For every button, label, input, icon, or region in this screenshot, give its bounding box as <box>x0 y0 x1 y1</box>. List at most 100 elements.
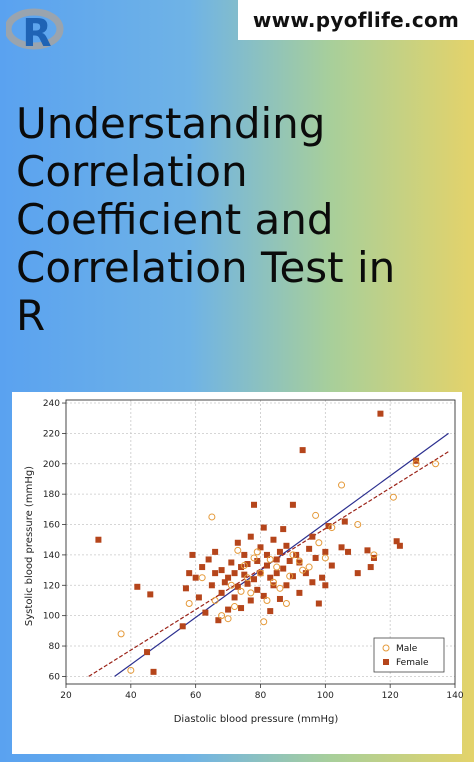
male-point <box>389 493 397 501</box>
female-point <box>228 559 235 566</box>
female-point <box>267 574 274 581</box>
male-point <box>240 562 248 570</box>
female-point <box>241 551 248 558</box>
female-point <box>208 582 215 589</box>
x-axis-label: Diastolic blood pressure (mmHg) <box>174 714 339 725</box>
male-point <box>305 563 313 571</box>
tick-labels: 20 40 60 80 100 120 140 60 80 100 120 140 160 180 200 2… <box>43 399 464 701</box>
female-point <box>192 574 199 581</box>
y-axis-label: Systolic blood pressure (mmHg) <box>24 466 35 626</box>
female-point <box>134 583 141 590</box>
female-point <box>296 589 303 596</box>
female-point <box>241 571 248 578</box>
female-point <box>95 536 102 543</box>
male-point <box>432 460 440 468</box>
female-point <box>247 533 254 540</box>
data-points <box>95 410 440 675</box>
title-line-2: Correlation <box>16 147 248 196</box>
female-point <box>270 536 277 543</box>
chart-grid <box>66 400 455 684</box>
title-line-3: Coefficient and <box>16 195 334 244</box>
r-logo-letter: R <box>22 11 51 52</box>
female-point <box>225 606 232 613</box>
female-point <box>247 597 254 604</box>
male-point <box>289 551 297 559</box>
y-tick-label: 180 <box>43 490 60 500</box>
site-url-banner[interactable]: www.pyoflife.com <box>238 0 474 40</box>
female-point <box>306 545 313 552</box>
x-tick-label: 80 <box>255 691 267 701</box>
male-point <box>198 574 206 582</box>
female-point <box>280 565 287 572</box>
male-point <box>257 569 264 577</box>
male-point <box>185 600 193 608</box>
female-point <box>221 579 228 586</box>
female-point <box>299 447 306 454</box>
y-tick-label: 240 <box>43 399 60 409</box>
female-point <box>205 556 212 563</box>
female-point <box>257 544 264 551</box>
female-point <box>367 564 374 571</box>
female-point <box>212 548 219 555</box>
male-point <box>266 555 274 563</box>
legend-male-marker-icon <box>382 644 390 652</box>
female-point <box>186 570 193 577</box>
female-point <box>263 562 270 569</box>
female-point <box>276 548 283 555</box>
female-point <box>251 576 258 583</box>
female-point <box>260 592 267 599</box>
female-point <box>218 589 225 596</box>
male-point <box>295 557 303 565</box>
title-line-5: R <box>16 291 46 340</box>
female-point <box>199 564 206 571</box>
y-tick-label: 220 <box>43 429 60 439</box>
female-point <box>283 542 290 549</box>
male-point <box>211 596 219 604</box>
male-point <box>273 563 281 571</box>
female-point <box>319 574 326 581</box>
female-point <box>315 600 322 607</box>
female-point <box>296 559 303 566</box>
male-point <box>227 581 235 589</box>
female-point <box>309 533 316 540</box>
female-point <box>276 595 283 602</box>
female-point <box>322 548 329 555</box>
x-tick-label: 100 <box>317 691 334 701</box>
male-point <box>328 524 336 532</box>
legend-box <box>373 637 445 673</box>
female-point <box>147 591 154 598</box>
female-point <box>254 557 261 564</box>
legend-male-label: Male <box>396 644 418 654</box>
legend-female-label: Female <box>396 658 429 668</box>
male-point <box>247 589 255 597</box>
female-point <box>234 583 241 590</box>
y-tick-label: 200 <box>43 460 60 470</box>
female-point <box>302 570 309 577</box>
male-point <box>269 578 277 586</box>
scatter-chart-svg: 20 40 60 80 100 120 140 60 80 100 120 140 160 180 200 2… <box>12 392 464 754</box>
title-line-4: Correlation Test in <box>16 243 396 292</box>
female-point <box>377 410 384 417</box>
y-tick-label: 120 <box>43 581 60 591</box>
female-point <box>309 579 316 586</box>
female-point <box>263 551 270 558</box>
female-point <box>283 582 290 589</box>
male-point <box>250 554 258 562</box>
site-url[interactable]: www.pyoflife.com <box>252 8 460 32</box>
female-point <box>212 570 219 577</box>
title-line-1: Understanding <box>16 99 326 148</box>
male-point <box>276 584 284 592</box>
female-point <box>393 538 400 545</box>
female-point <box>238 564 245 571</box>
male-point <box>208 513 216 521</box>
chart-legend: Male Female <box>373 637 445 673</box>
y-tick-label: 160 <box>43 521 60 531</box>
male-point <box>234 546 242 554</box>
male-point <box>253 548 261 556</box>
female-point <box>251 501 258 508</box>
female-point <box>364 547 371 554</box>
x-tick-label: 40 <box>125 691 137 701</box>
male-point <box>231 603 239 611</box>
female-point <box>257 570 264 577</box>
plot-frame <box>65 399 456 685</box>
